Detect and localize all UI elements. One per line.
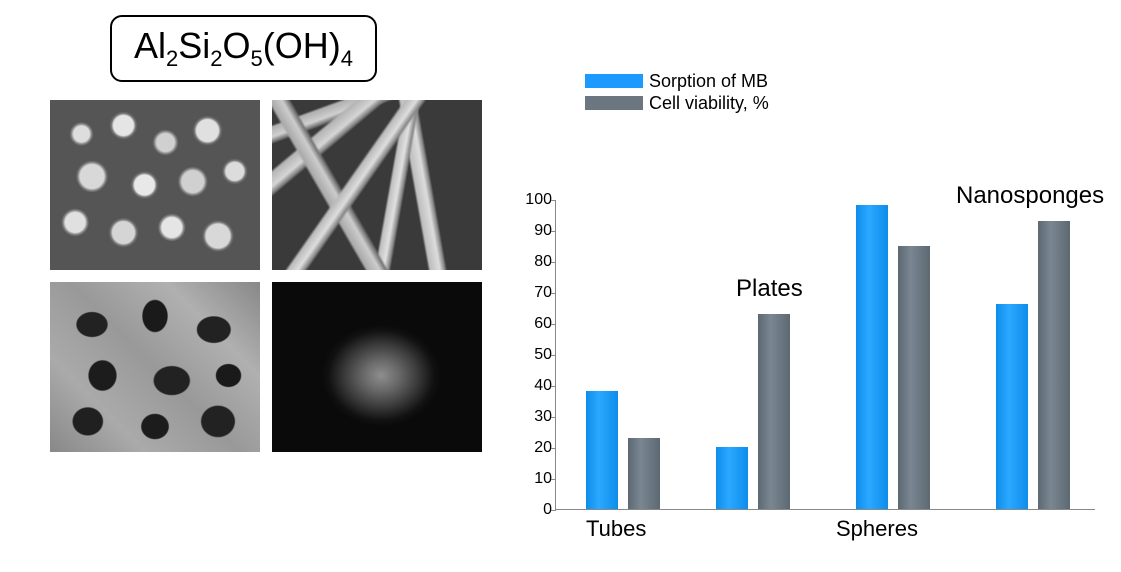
bar-plates-sorption	[716, 447, 748, 509]
y-tick-mark	[551, 262, 556, 263]
bar-tubes-sorption	[586, 391, 618, 509]
y-tick-label: 40	[518, 377, 552, 395]
y-tick-mark	[551, 417, 556, 418]
y-tick-label: 60	[518, 315, 552, 333]
category-label-nanosponges: Nanosponges	[956, 182, 1104, 210]
bar-nanosponges-viability	[1038, 221, 1070, 509]
sem-spheres-image	[50, 100, 260, 270]
legend-label: Cell viability, %	[649, 93, 769, 114]
y-tick-mark	[551, 448, 556, 449]
y-tick-mark	[551, 200, 556, 201]
y-tick-label: 10	[518, 470, 552, 488]
bar-spheres-sorption	[856, 205, 888, 509]
y-tick-mark	[551, 386, 556, 387]
legend-item: Cell viability, %	[585, 92, 769, 114]
legend-label: Sorption of MB	[649, 71, 768, 92]
bar-chart: 0102030405060708090100TubesPlatesSpheres…	[515, 200, 1105, 540]
sem-image-grid	[50, 100, 480, 452]
y-tick-mark	[551, 231, 556, 232]
chemical-formula: Al2Si2O5(OH)4	[110, 15, 377, 82]
y-tick-label: 30	[518, 408, 552, 426]
y-tick-label: 50	[518, 346, 552, 364]
bar-tubes-viability	[628, 438, 660, 509]
y-tick-mark	[551, 293, 556, 294]
sem-tubes-image	[272, 282, 482, 452]
y-tick-mark	[551, 324, 556, 325]
right-panel: Sorption of MBCell viability, % 01020304…	[515, 70, 1105, 560]
bar-spheres-viability	[898, 246, 930, 510]
legend-item: Sorption of MB	[585, 70, 769, 92]
y-tick-label: 0	[518, 501, 552, 519]
category-label-tubes: Tubes	[586, 516, 646, 542]
category-label-plates: Plates	[736, 275, 803, 303]
bar-plates-viability	[758, 314, 790, 509]
legend-swatch	[585, 96, 643, 110]
legend-swatch	[585, 74, 643, 88]
left-panel: Al2Si2O5(OH)4	[50, 15, 480, 452]
chart-legend: Sorption of MBCell viability, %	[585, 70, 769, 114]
sem-plates-image	[272, 100, 482, 270]
y-tick-label: 90	[518, 222, 552, 240]
y-tick-mark	[551, 355, 556, 356]
y-tick-mark	[551, 510, 556, 511]
y-tick-mark	[551, 479, 556, 480]
chart-plot-area: 0102030405060708090100TubesPlatesSpheres…	[555, 200, 1095, 510]
y-tick-label: 100	[518, 191, 552, 209]
category-label-spheres: Spheres	[836, 516, 918, 542]
y-tick-label: 20	[518, 439, 552, 457]
y-tick-label: 80	[518, 253, 552, 271]
y-tick-label: 70	[518, 284, 552, 302]
bar-nanosponges-sorption	[996, 304, 1028, 509]
sem-nanosponge-image	[50, 282, 260, 452]
